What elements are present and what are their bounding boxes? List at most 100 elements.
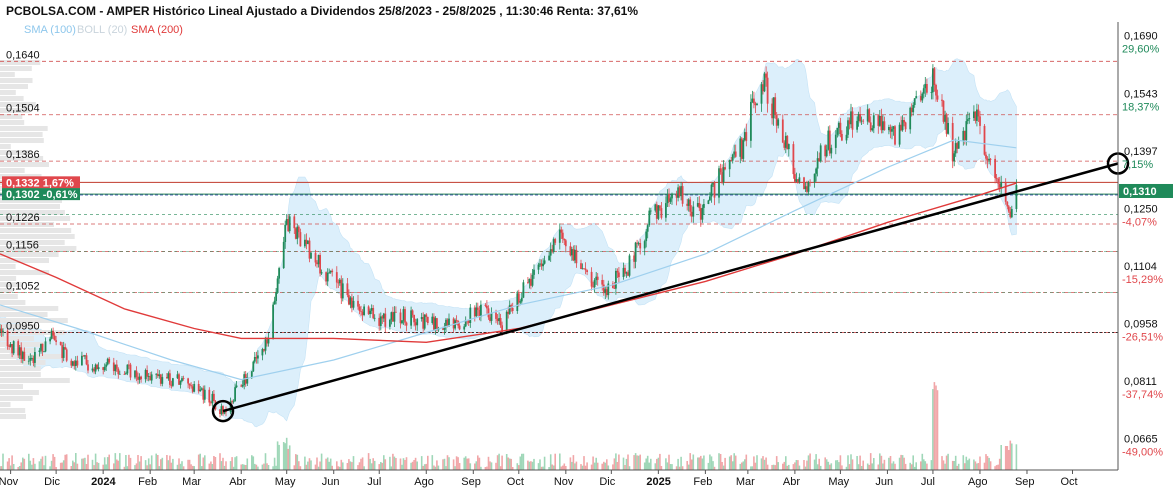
- volume-bar: [235, 456, 238, 470]
- candle-body: [935, 85, 937, 96]
- candle-body: [703, 204, 705, 208]
- price-tick-label: 0,1104: [1124, 261, 1157, 273]
- volume-bar: [983, 462, 986, 470]
- volume-bar: [678, 466, 681, 470]
- volume-bar: [50, 460, 53, 470]
- candle-body: [643, 241, 646, 249]
- x-tick-label: Oct: [507, 476, 524, 488]
- candle-body: [84, 355, 86, 357]
- volume-bar: [172, 458, 174, 470]
- candle-body: [539, 263, 541, 265]
- volume-bar: [859, 455, 861, 470]
- candle-body: [379, 316, 382, 326]
- volume-bar: [150, 455, 153, 470]
- candle-body: [11, 344, 13, 354]
- volume-bar: [166, 455, 168, 470]
- volume-bar: [942, 460, 945, 470]
- volume-profile-bar: [0, 198, 62, 203]
- volume-bar: [766, 464, 769, 470]
- candle-body: [533, 269, 535, 275]
- volume-bar: [829, 464, 831, 470]
- candle-body: [17, 341, 20, 356]
- candle-body: [159, 374, 162, 384]
- volume-bar: [448, 457, 450, 470]
- candle-body: [659, 205, 661, 209]
- candle-body: [634, 242, 637, 262]
- candle-body: [795, 179, 798, 182]
- last-price-label: 0,1310: [1123, 186, 1157, 198]
- candle-body: [537, 264, 540, 270]
- candle-body: [841, 134, 843, 141]
- volume-bar: [370, 463, 373, 470]
- volume-bar: [607, 465, 610, 470]
- volume-bar: [317, 466, 320, 470]
- volume-bar: [666, 462, 669, 470]
- volume-bar: [445, 466, 447, 470]
- volume-bar: [830, 463, 833, 470]
- volume-bar: [930, 460, 933, 470]
- candle-body: [847, 120, 849, 135]
- volume-profile-bar: [0, 96, 24, 101]
- volume-bar: [707, 462, 710, 470]
- candle-body: [337, 282, 340, 284]
- candle-body: [827, 130, 830, 150]
- candle-body: [53, 335, 56, 341]
- candle-body: [569, 246, 572, 256]
- candle-body: [646, 225, 649, 232]
- candle-body: [930, 92, 933, 93]
- candle-body: [81, 355, 83, 366]
- candle-body: [584, 268, 587, 271]
- candle-body: [794, 174, 796, 182]
- volume-bar: [913, 466, 916, 470]
- volume-bar: [282, 442, 285, 470]
- candle-body: [319, 255, 321, 274]
- candle-body: [266, 339, 268, 344]
- volume-bar: [979, 456, 981, 470]
- candle-body: [766, 77, 769, 104]
- volume-profile-bar: [0, 240, 65, 245]
- candle-body: [563, 238, 566, 241]
- volume-profile-bar: [0, 66, 32, 71]
- candle-body: [410, 310, 412, 326]
- volume-bar: [964, 463, 966, 470]
- volume-bar: [116, 459, 118, 470]
- candle-body: [114, 364, 117, 372]
- volume-bar: [390, 466, 393, 470]
- volume-bar: [857, 464, 860, 470]
- volume-bar: [869, 453, 872, 470]
- candle-body: [422, 317, 425, 329]
- candle-body: [586, 270, 588, 272]
- volume-bar: [41, 456, 44, 470]
- volume-bar: [825, 459, 828, 470]
- volume-bar: [264, 453, 267, 470]
- volume-bar: [954, 455, 957, 470]
- volume-bar: [680, 456, 682, 470]
- candle-body: [436, 318, 438, 331]
- candle-body: [581, 268, 584, 270]
- candle-body: [326, 272, 329, 282]
- volume-bar: [774, 465, 776, 470]
- candle-body: [976, 109, 978, 121]
- candle-body: [338, 279, 341, 284]
- volume-bar: [129, 457, 132, 470]
- candle-body: [426, 316, 429, 323]
- volume-bar: [627, 454, 629, 470]
- candle-body: [458, 325, 461, 330]
- volume-bar: [213, 456, 215, 470]
- volume-profile-bar: [0, 126, 48, 131]
- volume-bar: [178, 458, 180, 470]
- volume-profile-bar: [0, 318, 68, 323]
- volume-bar: [751, 466, 754, 470]
- trendline-anchor-start: [211, 399, 235, 423]
- volume-bar: [23, 458, 26, 470]
- candle-body: [125, 373, 127, 375]
- volume-bar: [452, 459, 455, 470]
- volume-bar: [841, 465, 843, 470]
- volume-bar: [401, 464, 403, 470]
- volume-profile-bar: [0, 264, 16, 269]
- volume-bar: [487, 456, 490, 470]
- volume-bar: [199, 453, 201, 470]
- candle-body: [645, 231, 648, 242]
- volume-bar: [565, 466, 567, 470]
